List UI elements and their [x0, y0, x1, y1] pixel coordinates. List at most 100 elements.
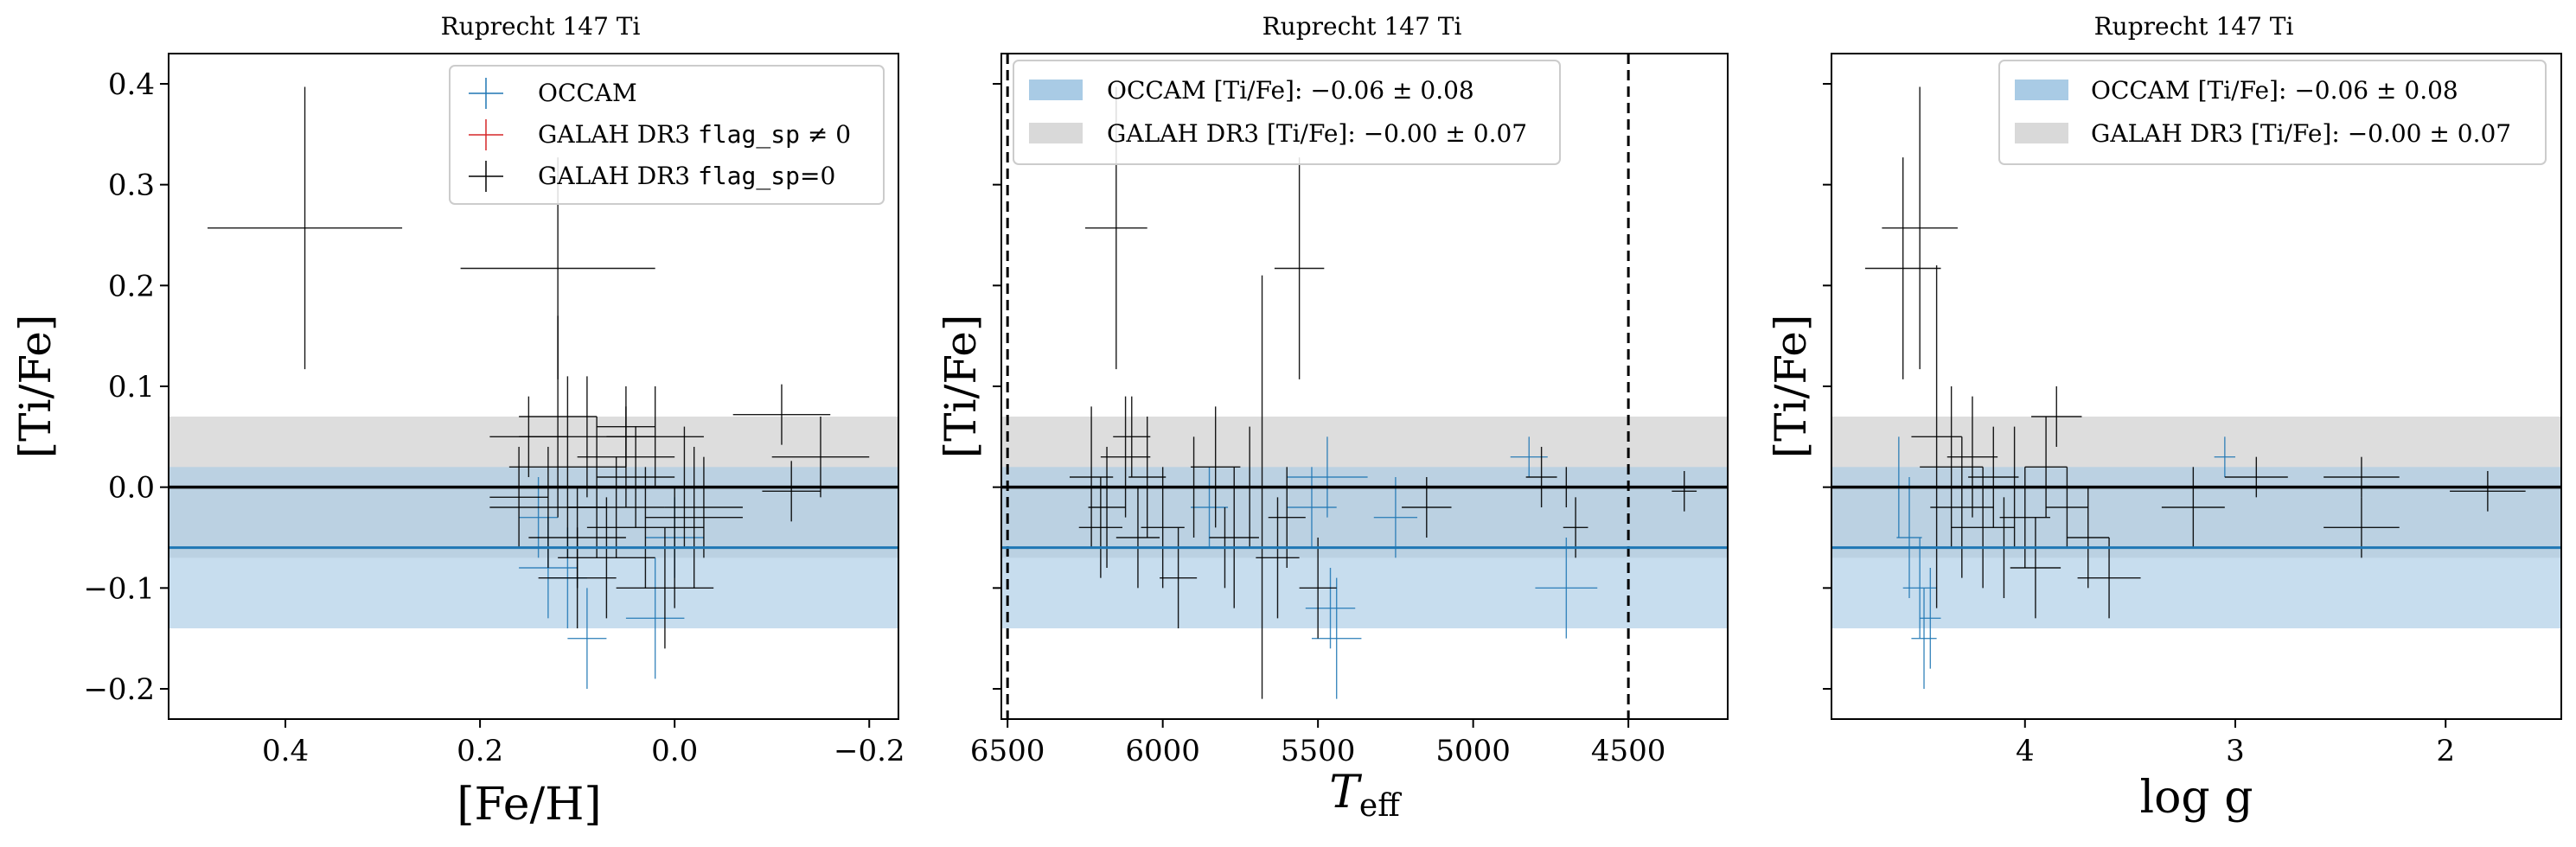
errorbar-point-occam	[1305, 568, 1356, 649]
legend-label-code: flag_sp	[698, 120, 800, 150]
errorbar-point-galah	[597, 386, 655, 468]
x-tick-label: 0.2	[457, 734, 503, 768]
legend-label-prefix: OCCAM [Ti/Fe]:	[2091, 76, 2294, 105]
panel-feh-frame	[168, 53, 899, 720]
panel-logg: Ruprecht 147 Ti 4 3 2 log g [Ti/Fe] OCCAM …	[1766, 12, 2562, 824]
errorbar-point-galah	[1525, 447, 1557, 507]
panel-teff: Ruprecht 147 Ti 6500 6000 5500 5000 4500 Tef…	[936, 12, 1729, 824]
errorbar-point-occam	[1535, 538, 1598, 639]
x-tick-label: 4	[2016, 734, 2035, 768]
panel-teff-legend: OCCAM [Ti/Fe]: −0.06 ± 0.08 GALAH DR3 [T…	[1013, 60, 1561, 165]
x-tick-label: 5000	[1435, 734, 1511, 768]
panel-feh-xlabel: [Fe/H]	[457, 779, 601, 831]
errorbar-point-occam	[1373, 477, 1418, 558]
legend-label-value: −0.06 ± 0.08	[2294, 76, 2458, 105]
panel-feh: Ruprecht 147 Ti −0.2 −0.1 0.0 0.1 0.2 0.3 0.4 0…	[10, 12, 905, 831]
errorbar-point-galah	[1268, 467, 1306, 568]
errorbar-point-galah	[567, 456, 665, 558]
errorbar-point-occam	[1287, 467, 1337, 548]
errorbar-point-occam	[1920, 568, 1941, 669]
x-tick-label: 0.4	[262, 734, 309, 768]
legend-box	[449, 65, 885, 205]
legend-swatch-occam	[1029, 80, 1083, 100]
panel-feh-legend: OCCAM GALAH DR3 flag_sp ≠ 0 GALAH DR3 fl…	[449, 65, 885, 205]
errorbar-point-galah	[1672, 471, 1697, 512]
panel-teff-frame	[1000, 53, 1729, 720]
y-tick-label: −0.2	[83, 672, 155, 707]
legend-label-occam-band: OCCAM [Ti/Fe]: −0.06 ± 0.08	[2091, 76, 2458, 105]
legend-label-prefix: GALAH DR3	[538, 162, 698, 190]
legend-label-occam-band: OCCAM [Ti/Fe]: −0.06 ± 0.08	[1107, 76, 1474, 105]
errorbar-point-galah	[1882, 86, 1958, 370]
errorbar-point-galah	[2450, 471, 2526, 512]
errorbar-point-galah	[645, 447, 743, 589]
errorbar-point-galah	[1999, 467, 2050, 568]
panel-logg-legend: OCCAM [Ti/Fe]: −0.06 ± 0.08 GALAH DR3 [T…	[1998, 60, 2547, 165]
panel-feh-title: Ruprecht 147 Ti	[441, 12, 641, 41]
errorbar-point-galah	[1946, 396, 1998, 518]
legend-marker-occam	[469, 78, 503, 109]
errorbar-point-galah	[2046, 467, 2088, 548]
panel-feh-ylabel: [Ti/Fe]	[10, 315, 61, 459]
legend-box	[1998, 60, 2547, 165]
errorbar-point-galah	[1274, 157, 1325, 379]
legend-marker-galah-flag-nonzero	[469, 119, 503, 150]
errorbar-point-galah	[208, 86, 403, 370]
legend-label-occam: OCCAM	[538, 79, 637, 107]
legend-label-galah-band: GALAH DR3 [Ti/Fe]: −0.00 ± 0.07	[2091, 119, 2511, 148]
errorbar-point-galah	[762, 461, 821, 522]
errorbar-point-galah	[1864, 157, 1941, 379]
errorbar-point-galah	[489, 447, 548, 548]
y-tick-label: 0.2	[108, 269, 155, 303]
legend-label-value: −0.00 ± 0.07	[2348, 119, 2511, 148]
legend-swatch-galah	[2015, 123, 2068, 143]
xlabel-sub: eff	[1359, 788, 1402, 824]
errorbar-point-galah	[597, 426, 675, 528]
x-tick-label: 3	[2226, 734, 2245, 768]
errorbar-point-occam	[1311, 577, 1362, 699]
errorbar-point-galah	[538, 527, 617, 628]
xlabel-main: T	[1329, 767, 1362, 818]
errorbar-point-occam	[1190, 467, 1229, 548]
legend-swatch-galah	[1029, 123, 1083, 143]
panel-logg-frame	[1831, 53, 2562, 720]
errorbar-point-galah	[1911, 265, 1962, 608]
errorbar-point-galah	[519, 315, 598, 518]
panel-teff-xlabel: Teff	[1329, 767, 1402, 824]
x-tick-label: 5500	[1281, 734, 1356, 768]
legend-swatch-occam	[2015, 80, 2068, 100]
errorbar-point-occam	[1896, 477, 1922, 598]
errorbar-point-galah	[771, 417, 870, 498]
x-tick-label: 4500	[1591, 734, 1666, 768]
legend-label-prefix: GALAH DR3	[538, 120, 698, 149]
legend-label-galah-flag-nonzero: GALAH DR3 flag_sp ≠ 0	[538, 120, 851, 150]
y-tick-label: 0.4	[108, 67, 155, 102]
errorbar-point-occam	[625, 557, 685, 679]
errorbar-point-galah	[664, 456, 743, 558]
panel-logg-xlabel: log g	[2139, 772, 2253, 824]
legend-label-galah-band: GALAH DR3 [Ti/Fe]: −0.00 ± 0.07	[1107, 119, 1527, 148]
panel-teff-ylabel: [Ti/Fe]	[936, 315, 986, 459]
legend-label-value: −0.00 ± 0.07	[1364, 119, 1527, 148]
errorbar-point-galah	[2324, 456, 2400, 498]
legend-marker-galah-flag-zero	[469, 161, 503, 192]
x-tick-label: 6500	[970, 734, 1045, 768]
errorbar-point-galah	[1069, 406, 1114, 548]
x-tick-label: 6000	[1125, 734, 1200, 768]
legend-label-suffix: =0	[800, 162, 835, 190]
errorbar-point-occam	[1902, 538, 1937, 639]
errorbar-point-galah	[2024, 417, 2068, 518]
errorbar-point-occam	[567, 588, 607, 689]
legend-label-suffix: ≠ 0	[800, 120, 851, 149]
errorbar-point-galah	[1968, 426, 2019, 528]
panel-logg-ylabel: [Ti/Fe]	[1766, 315, 1816, 459]
errorbar-point-galah	[558, 497, 655, 619]
errorbar-point-galah	[1209, 467, 1259, 608]
errorbar-point-galah	[2010, 517, 2061, 619]
errorbar-point-occam	[1911, 588, 1937, 689]
errorbar-point-galah	[1100, 396, 1151, 518]
errorbar-point-galah	[2031, 386, 2082, 447]
y-tick-label: 0.3	[108, 169, 155, 203]
panel-logg-title: Ruprecht 147 Ti	[2094, 12, 2294, 41]
